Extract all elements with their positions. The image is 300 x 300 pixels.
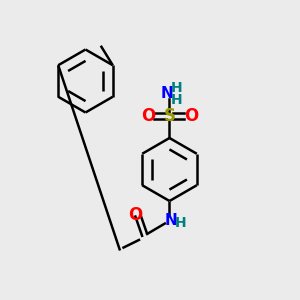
Text: S: S bbox=[164, 107, 175, 125]
Text: O: O bbox=[128, 206, 142, 224]
Text: H: H bbox=[175, 216, 187, 230]
Text: N: N bbox=[165, 213, 177, 228]
Text: H: H bbox=[171, 93, 183, 107]
Text: O: O bbox=[184, 107, 198, 125]
Text: H: H bbox=[171, 81, 183, 95]
Text: N: N bbox=[161, 86, 173, 101]
Text: O: O bbox=[141, 107, 155, 125]
